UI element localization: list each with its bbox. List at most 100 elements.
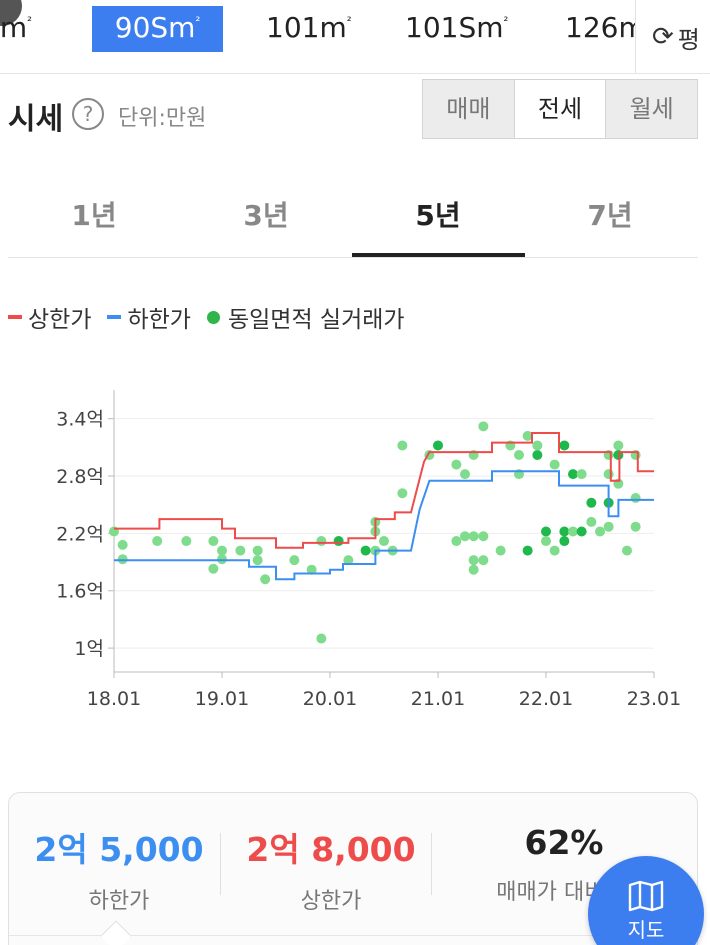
deal-point <box>630 493 641 504</box>
legend-item-lower: 하한가 <box>107 300 191 334</box>
summary-low-value: 2억 5,000 <box>34 830 204 869</box>
refresh-icon: ⟳ <box>652 22 674 52</box>
price-chart[interactable]: 1억 1.6억 2.2억 2.8억 3.4억 18.01 19.01 20.01 21.01 22… <box>0 380 710 720</box>
legend-label-upper: 상한가 <box>28 307 92 333</box>
deal-point <box>468 531 479 542</box>
deal-point <box>514 450 524 461</box>
corner-shadow <box>0 0 22 26</box>
deal-point <box>379 536 389 547</box>
x-tick-label: 19.01 <box>195 688 249 710</box>
area-size-126[interactable]: 126m <box>565 11 635 44</box>
chart-legend: 상한가 하한가 동일면적 실거래가 <box>8 300 421 334</box>
deal-point <box>522 545 533 556</box>
deal-point <box>468 555 479 566</box>
deal-point <box>559 536 570 547</box>
deal-point <box>252 555 263 566</box>
deal-point <box>541 536 551 547</box>
card-divider-line <box>9 935 697 936</box>
card-pointer-notch <box>100 920 132 945</box>
deal-point <box>468 564 479 575</box>
deal-point <box>316 536 327 547</box>
deal-point <box>586 497 597 508</box>
deal-point <box>532 440 543 451</box>
deal-point <box>568 526 578 537</box>
deal-point <box>208 563 219 574</box>
summary-divider <box>431 833 432 895</box>
deal-point <box>360 545 371 556</box>
deal-point <box>433 440 443 451</box>
pyeong-toggle-button[interactable]: ⟳ 평 <box>635 0 710 73</box>
deal-point <box>576 469 587 480</box>
map-button[interactable]: 지도 <box>588 856 704 945</box>
deal-point <box>613 440 624 451</box>
deal-point <box>460 531 470 542</box>
deal-point <box>460 469 470 480</box>
deal-point <box>397 488 408 499</box>
deal-point <box>451 459 462 470</box>
area-size-strip: 9m² 90Sm² 101m² 101Sm² 126m ⟳ 평 <box>0 0 710 74</box>
deal-point <box>595 526 605 537</box>
tab-sale[interactable]: 매매 <box>423 80 515 138</box>
area-size-69[interactable]: 9m² <box>0 11 32 44</box>
summary-low-label: 하한가 <box>88 889 150 914</box>
unit-label: 단위:만원 <box>118 106 207 131</box>
upper-price-line <box>114 432 654 549</box>
tab-period-5y[interactable]: 5년 <box>415 199 461 232</box>
deal-point <box>208 536 219 547</box>
legend-swatch-upper <box>8 315 22 319</box>
deal-point <box>568 469 578 480</box>
tab-monthly-rent[interactable]: 월세 <box>629 95 674 123</box>
y-tick-label: 1.6억 <box>56 581 104 603</box>
deal-point <box>117 539 128 550</box>
deal-point <box>576 526 587 537</box>
x-tick-label: 21.01 <box>411 688 465 710</box>
deal-point <box>252 545 263 556</box>
deal-point <box>397 440 408 451</box>
tab-jeonse[interactable]: 전세 <box>514 80 607 138</box>
y-tick-label: 1억 <box>74 638 104 660</box>
tab-period-3y[interactable]: 3년 <box>243 199 289 232</box>
deal-point <box>343 555 354 566</box>
deal-point <box>260 574 271 585</box>
deal-type-tabs: 매매 전세 월세 <box>422 79 698 139</box>
deal-point <box>586 516 597 527</box>
deal-point <box>603 521 614 532</box>
area-size-101s[interactable]: 101Sm² <box>405 11 509 44</box>
area-size-90s[interactable]: 90Sm² <box>92 6 223 52</box>
price-section-title: 시세 <box>8 102 64 137</box>
deal-point <box>522 430 533 441</box>
legend-item-deals: 동일면적 실거래가 <box>206 300 405 334</box>
deal-point <box>622 545 632 556</box>
summary-ratio-value: 62% <box>524 823 604 862</box>
deal-point <box>181 536 192 547</box>
deal-point <box>495 545 506 556</box>
map-button-label: 지도 <box>627 918 665 942</box>
deal-point <box>478 531 489 542</box>
x-tick-label: 22.01 <box>519 688 573 710</box>
deal-point <box>603 469 614 480</box>
legend-label-deals: 동일면적 실거래가 <box>227 307 405 333</box>
pyeong-toggle-label: 평 <box>677 25 700 54</box>
deal-point <box>316 633 327 644</box>
active-tab-underline <box>352 253 525 257</box>
tab-period-1y[interactable]: 1년 <box>71 199 117 232</box>
deal-point <box>152 536 163 547</box>
deal-point <box>333 536 344 547</box>
summary-high: 2억 8,000 상한가 <box>231 823 431 915</box>
x-tick-label: 18.01 <box>87 688 141 710</box>
legend-label-lower: 하한가 <box>127 307 191 333</box>
area-size-101[interactable]: 101m² <box>266 11 352 44</box>
summary-high-value: 2억 8,000 <box>246 830 416 869</box>
lower-price-line <box>114 470 654 581</box>
map-icon <box>628 880 664 912</box>
y-tick-label: 2.8억 <box>56 466 104 488</box>
help-icon[interactable]: ? <box>72 98 104 130</box>
legend-swatch-deals <box>206 310 220 324</box>
summary-high-label: 상한가 <box>300 889 362 914</box>
deal-point <box>478 555 489 566</box>
x-tick-label: 23.01 <box>627 688 681 710</box>
tab-period-7y[interactable]: 7년 <box>587 199 633 232</box>
x-tick-label: 20.01 <box>303 688 357 710</box>
period-tabs: 1년 3년 5년 7년 <box>8 180 698 258</box>
deal-point <box>559 526 570 537</box>
